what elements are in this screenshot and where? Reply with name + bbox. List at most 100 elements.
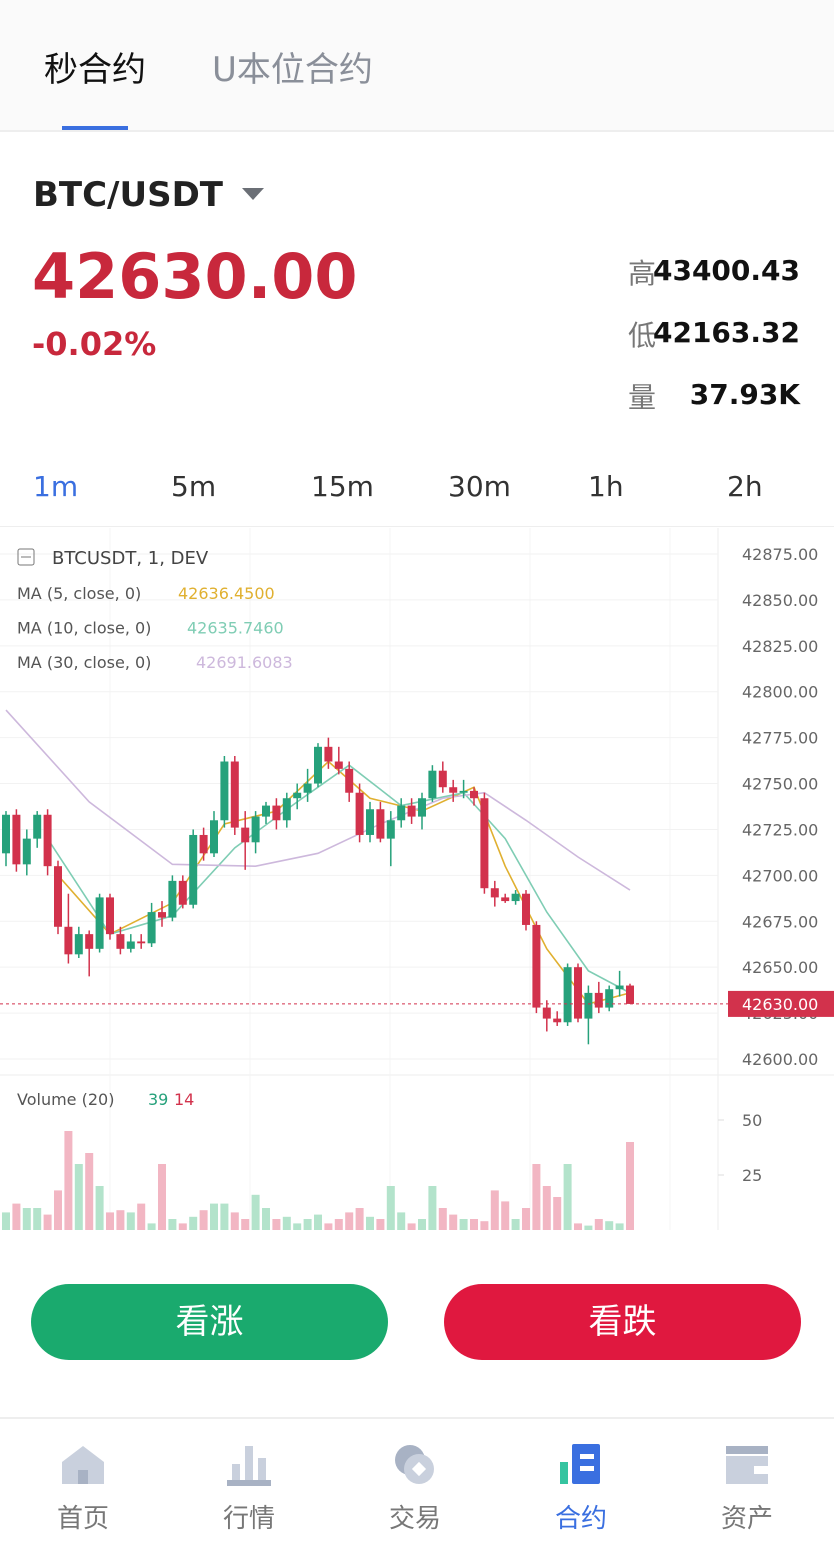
volume-bar [480,1221,489,1230]
buy-down-button[interactable]: 看跌 [444,1284,801,1360]
assets-icon [726,1446,768,1484]
candle-body [397,805,406,821]
volume-bar [626,1142,634,1230]
stat-value: 43400.43 [652,254,800,287]
y-tick-label: 42675.00 [742,912,818,931]
candle-body [95,897,104,949]
volume-bar [262,1208,270,1230]
volume-bar [33,1208,42,1230]
candle-body [85,934,94,949]
volume-bar [345,1212,354,1230]
volume-bar [428,1186,437,1230]
tab-indicator [62,126,128,130]
volume-bar [314,1214,322,1230]
stat-label: 低 [628,319,657,352]
volume-bar [85,1153,94,1230]
volume-bar [147,1223,156,1230]
nav-label: 资产 [720,1504,773,1534]
volume-bar [553,1197,562,1230]
volume-bar [116,1210,125,1230]
volume-legend-value: 39 [148,1090,168,1109]
nav-item[interactable]: 资产 [664,1440,830,1535]
interval-tab[interactable]: 5m [171,470,217,503]
volume-bar [615,1223,624,1230]
y-tick-label: 42800.00 [742,683,818,702]
interval-tab[interactable]: 15m [311,470,374,503]
interval-tab[interactable]: 1h [588,470,624,503]
interval-tab[interactable]: 1m [33,470,79,503]
candle-body [116,934,125,949]
tab[interactable]: U本位合约 [212,50,373,90]
volume-bar [459,1219,468,1230]
volume-bar [334,1219,343,1230]
candle-body [220,761,229,821]
ma-legend-value: 42635.7460 [187,619,284,638]
nav-item[interactable]: 合约 [498,1440,664,1535]
candle-body [210,820,218,854]
candle-body [563,967,572,1023]
candle-body [407,805,416,817]
volume-bar [449,1214,458,1230]
candle-body [594,992,603,1008]
pair-dropdown[interactable] [242,188,264,200]
candle-body [428,770,437,799]
volume-bar [210,1203,218,1230]
y-tick-label: 42650.00 [742,958,818,977]
nav-item[interactable]: 首页 [0,1440,166,1535]
volume-bar [438,1208,447,1230]
volume-bar [54,1190,62,1230]
pair-name[interactable]: BTC/USDT [33,175,223,215]
tab[interactable]: 秒合约 [44,50,146,90]
buy-up-button[interactable]: 看涨 [31,1284,388,1360]
ma-line [46,764,631,994]
volume-bar [418,1219,426,1230]
y-tick-label: 42700.00 [742,866,818,885]
home-icon [62,1446,104,1484]
volume-bar [230,1212,239,1230]
candle-body [501,897,510,902]
volume-bar [95,1186,104,1230]
volume-bar [542,1186,551,1230]
volume-bar [366,1216,374,1230]
nav-label: 首页 [56,1504,109,1534]
nav-item[interactable]: 行情 [166,1440,332,1535]
volume-bar [272,1219,281,1230]
stat-value: 37.93K [689,378,800,411]
volume-bar [407,1223,416,1230]
stat-label: 高 [628,257,657,290]
volume-bar [282,1216,291,1230]
y-tick-label: 42875.00 [742,545,818,564]
volume-tick-label: 25 [742,1166,762,1185]
candle-body [542,1007,551,1019]
market-icon [227,1446,271,1486]
candle-body [418,798,426,817]
candle-body [553,1018,562,1023]
volume-bar [511,1219,520,1230]
interval-tab[interactable]: 2h [727,470,763,503]
volume-bar [324,1223,333,1230]
volume-bar [189,1216,198,1230]
y-tick-label: 42725.00 [742,820,818,839]
nav-item[interactable]: 交易 [332,1440,498,1535]
interval-tab[interactable]: 30m [448,470,511,503]
volume-bar [563,1164,572,1230]
last-price-tag [728,990,834,1017]
volume-bar [12,1203,21,1230]
candle-body [355,792,364,835]
volume-bar [594,1219,603,1230]
collapse-icon [17,548,35,566]
volume-legend-name: Volume (20) [17,1090,114,1109]
volume-bar [376,1219,385,1230]
volume-bar [584,1225,593,1230]
volume-bar [158,1164,166,1230]
candle-body [272,805,281,821]
candle-body [522,893,530,925]
volume-bar [574,1223,582,1230]
candle-body [168,880,177,918]
y-tick-label: 42775.00 [742,729,818,748]
volume-bar [126,1212,135,1230]
volume-bar [386,1186,395,1230]
volume-bar [490,1190,499,1230]
volume-bar [137,1203,146,1230]
